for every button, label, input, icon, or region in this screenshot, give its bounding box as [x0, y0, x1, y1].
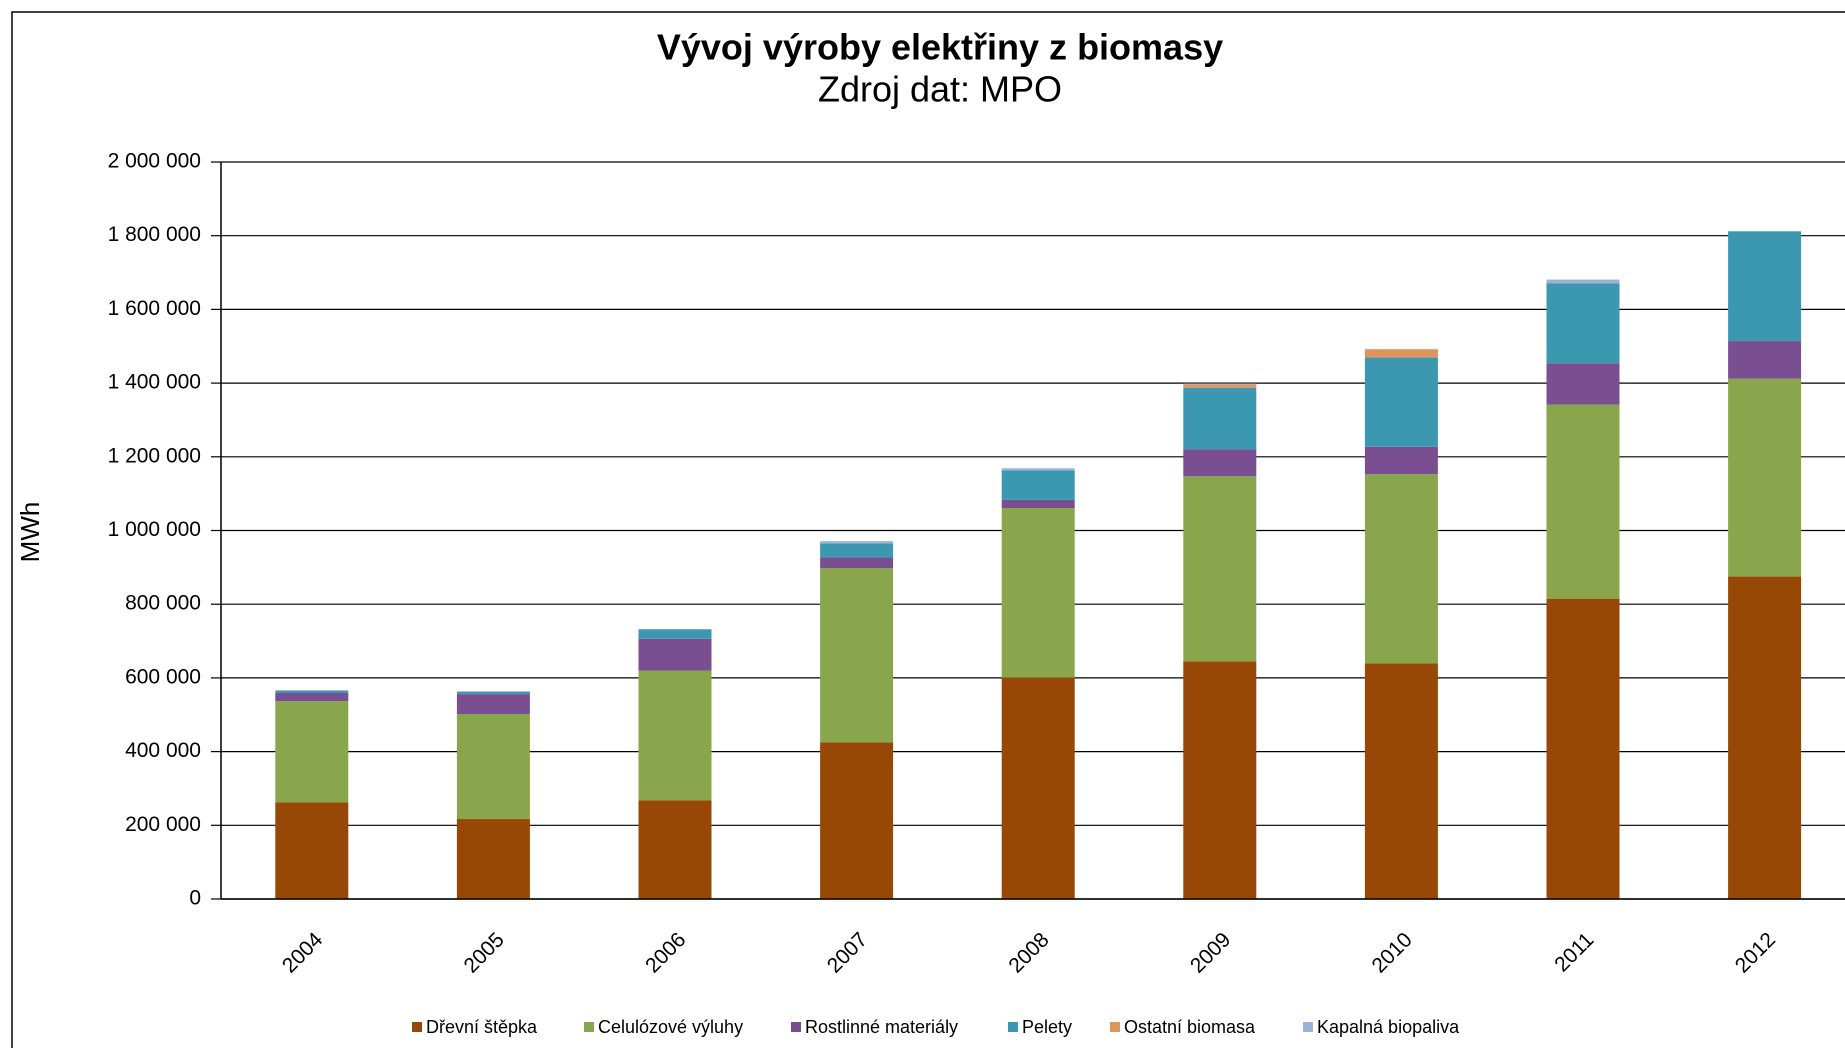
bar-segment [1364, 349, 1438, 358]
legend-swatch [791, 1022, 801, 1032]
legend-label: Ostatní biomasa [1124, 1017, 1256, 1037]
bar-segment [1001, 470, 1075, 500]
bar-segment [1183, 384, 1257, 388]
legend-label: Rostlinné materiály [805, 1017, 958, 1037]
bar-segment [1183, 383, 1257, 385]
bar-segment [456, 819, 530, 899]
bar-segment [1546, 283, 1620, 364]
bar-segment [1728, 231, 1802, 342]
legend-swatch [1110, 1022, 1120, 1032]
y-tick-label: 1 200 000 [108, 444, 201, 467]
y-tick-label: 200 000 [125, 813, 201, 836]
y-tick-label: 1 800 000 [108, 223, 201, 246]
bar-segment [820, 541, 894, 544]
y-tick-label: 600 000 [125, 665, 201, 688]
bar-segment [1728, 576, 1802, 899]
bar-segment [1546, 363, 1620, 405]
y-tick-label: 1 600 000 [108, 297, 201, 320]
bar-segment [820, 543, 894, 558]
legend-swatch [412, 1022, 422, 1032]
bar-segment [456, 714, 530, 820]
bar-segment [1001, 677, 1075, 899]
bar-segment [275, 701, 349, 803]
y-tick-label: 1 400 000 [108, 371, 201, 394]
y-tick-label: 400 000 [125, 739, 201, 762]
bar-segment [1728, 378, 1802, 577]
bar-segment [1183, 661, 1257, 899]
bar-segment [1546, 279, 1620, 284]
legend-swatch [584, 1022, 594, 1032]
bar-segment [1183, 387, 1257, 450]
bar-segment [1183, 476, 1257, 662]
bar-segment [1364, 446, 1438, 475]
bar-segment [1364, 357, 1438, 447]
y-axis-label: MWh [15, 502, 45, 563]
legend-swatch [1008, 1022, 1018, 1032]
legend-label: Kapalná biopaliva [1317, 1017, 1460, 1037]
bar-segment [820, 742, 894, 899]
y-tick-label: 1 000 000 [108, 518, 201, 541]
bar-segment [820, 557, 894, 569]
y-tick-label: 800 000 [125, 592, 201, 615]
bar-segment [1546, 404, 1620, 599]
legend-swatch [1303, 1022, 1313, 1032]
bar-segment [638, 638, 712, 671]
chart-subtitle: Zdroj dat: MPO [818, 69, 1062, 110]
bar-segment [275, 693, 349, 702]
bar-segment [1364, 663, 1438, 899]
bar-segment [638, 800, 712, 899]
y-tick-label: 0 [189, 887, 201, 910]
bar-segment [638, 629, 712, 639]
legend-label: Dřevní štěpka [426, 1017, 538, 1037]
bar-segment [1364, 474, 1438, 664]
bar-segment [638, 670, 712, 801]
bar-segment [275, 802, 349, 899]
bar-segment [1001, 508, 1075, 678]
bar-segment [275, 690, 349, 691]
bar-segment [1546, 598, 1620, 899]
bar-segment [1728, 341, 1802, 379]
bar-segment [456, 694, 530, 715]
legend-label: Celulózové výluhy [598, 1017, 743, 1037]
bar-segment [1183, 449, 1257, 477]
bar-segment [456, 691, 530, 695]
legend-label: Pelety [1022, 1017, 1072, 1037]
bar-segment [1001, 499, 1075, 509]
y-tick-label: 2 000 000 [108, 150, 201, 173]
bar-segment [456, 691, 530, 692]
bar-segment [1001, 468, 1075, 471]
chart-title: Vývoj výroby elektřiny z biomasy [657, 27, 1223, 68]
bar-segment [820, 568, 894, 743]
bar-segment [275, 690, 349, 694]
